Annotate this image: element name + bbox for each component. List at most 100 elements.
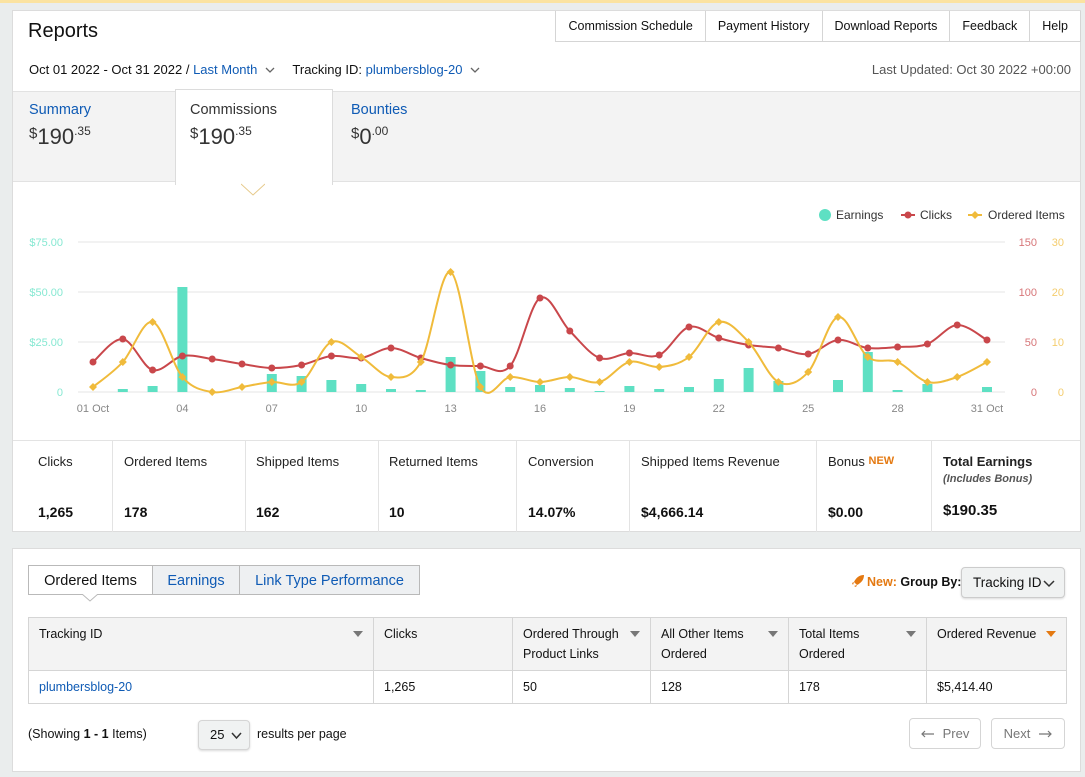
line-marker: [148, 318, 157, 326]
line-marker: [863, 353, 872, 361]
column-header[interactable]: Ordered Revenue: [926, 617, 1067, 671]
group-by-label: Group By:: [900, 575, 962, 589]
header-text: Tracking ID: [39, 627, 103, 641]
group-by-select[interactable]: Tracking ID: [961, 567, 1065, 598]
summary-tab[interactable]: Summary $190.35: [29, 102, 91, 150]
line-marker: [774, 378, 783, 386]
showing-text: (Showing 1 - 1 Items): [28, 727, 147, 741]
chart: 0 $25.00 $50.00 $75.00 0 50 100 150 0 10 20 30 01 Oc…: [29, 208, 1065, 415]
bar: [594, 391, 605, 392]
divider: [516, 441, 517, 532]
line-marker: [238, 383, 246, 391]
bar: [177, 287, 188, 392]
line-marker: [536, 378, 544, 386]
line-marker: [476, 383, 485, 391]
report-tab[interactable]: Link Type Performance: [239, 565, 420, 595]
bar: [535, 385, 545, 392]
bar: [684, 387, 694, 392]
line-marker: [387, 344, 395, 352]
y-tick-label: 0: [57, 387, 63, 399]
y-tick-label: 10: [1052, 337, 1064, 349]
summary-strip: [13, 91, 1080, 182]
x-tick-label: 25: [802, 403, 814, 415]
line-marker: [923, 378, 932, 386]
last-updated: Last Updated: Oct 30 2022 +00:00: [871, 62, 1071, 77]
stat-label: Shipped Items: [256, 454, 340, 469]
x-tick-label: 19: [623, 403, 635, 415]
line-marker: [178, 373, 187, 381]
line-marker: [89, 383, 97, 391]
line-marker: [267, 378, 276, 386]
legend-label: Earnings: [836, 208, 883, 222]
column-header[interactable]: Total Items Ordered: [788, 617, 927, 671]
stat-label: Bonus NEW: [828, 454, 894, 469]
report-tab[interactable]: Earnings: [152, 565, 240, 595]
sort-caret: [630, 631, 640, 637]
bar: [862, 352, 873, 392]
nav-button[interactable]: Commission Schedule: [555, 11, 706, 42]
per-page-select[interactable]: 25: [198, 720, 250, 750]
cell: $5,414.40: [926, 670, 1067, 704]
x-tick-label: 04: [176, 403, 188, 415]
stat-value: $4,666.14: [641, 504, 704, 520]
line-marker: [327, 352, 335, 360]
line-marker: [834, 336, 842, 344]
stat-value: 1,265: [38, 504, 74, 520]
legend-label: Ordered Items: [988, 208, 1065, 222]
bar: [743, 368, 754, 392]
nav-button[interactable]: Help: [1030, 11, 1081, 42]
bar: [892, 390, 903, 392]
column-header[interactable]: Tracking ID: [28, 617, 374, 671]
summary-tab[interactable]: Commissions $190.35: [190, 102, 277, 150]
nav-button[interactable]: Download Reports: [822, 11, 951, 42]
column-header[interactable]: Ordered Through Product Links: [512, 617, 651, 671]
nav-button[interactable]: Payment History: [705, 11, 823, 42]
y-tick-label: $75.00: [29, 237, 63, 249]
currency: $: [29, 125, 38, 142]
next-label: Next: [1003, 726, 1031, 741]
column-header[interactable]: All Other Items Ordered: [650, 617, 789, 671]
header-text: All Other Items Ordered: [661, 627, 744, 661]
group-by: New: Group By:: [867, 575, 961, 589]
chevron: [470, 67, 480, 73]
bar: [922, 384, 933, 392]
bar: [475, 371, 486, 392]
bar: [326, 380, 337, 392]
line-marker: [357, 353, 366, 361]
y-tick-label: $25.00: [29, 337, 63, 349]
line-marker: [565, 373, 574, 381]
y-tick-label: 0: [1031, 387, 1037, 399]
next-button[interactable]: Next: [991, 718, 1065, 749]
line-marker: [983, 358, 991, 366]
prev-button[interactable]: Prev: [909, 718, 981, 749]
stat-label: Total Earnings: [943, 454, 1033, 469]
line-marker: [983, 336, 991, 344]
cell-link[interactable]: plumbersblog-20: [28, 670, 374, 704]
line-marker: [416, 358, 425, 366]
summary-tab[interactable]: Bounties $0.00: [351, 102, 407, 150]
period-link[interactable]: Last Month: [193, 62, 258, 77]
column-header[interactable]: Clicks: [373, 617, 513, 671]
stat-value: 10: [389, 504, 405, 520]
line-marker: [893, 358, 902, 366]
stat-label: Shipped Items Revenue: [641, 454, 780, 469]
rocket-icon: [852, 575, 864, 587]
stat-value: 178: [124, 504, 148, 520]
bar: [415, 390, 426, 392]
chevron: [231, 732, 242, 740]
amount-whole: 0: [359, 124, 372, 149]
active-tab[interactable]: [175, 89, 333, 185]
line-marker: [238, 360, 246, 368]
bar: [833, 380, 843, 392]
line-marker: [506, 373, 515, 381]
line-marker: [298, 361, 306, 369]
tracking-link[interactable]: plumbersblog-20: [365, 62, 463, 77]
bar: [654, 389, 665, 392]
arrow-left: [920, 730, 934, 738]
nav-button[interactable]: Feedback: [950, 11, 1031, 42]
report-tab[interactable]: Ordered Items: [28, 565, 153, 595]
showing-range: 1 - 1: [83, 727, 109, 741]
line-marker: [864, 344, 872, 352]
tab-label: Bounties: [351, 102, 408, 118]
x-tick-label: 07: [266, 403, 278, 415]
